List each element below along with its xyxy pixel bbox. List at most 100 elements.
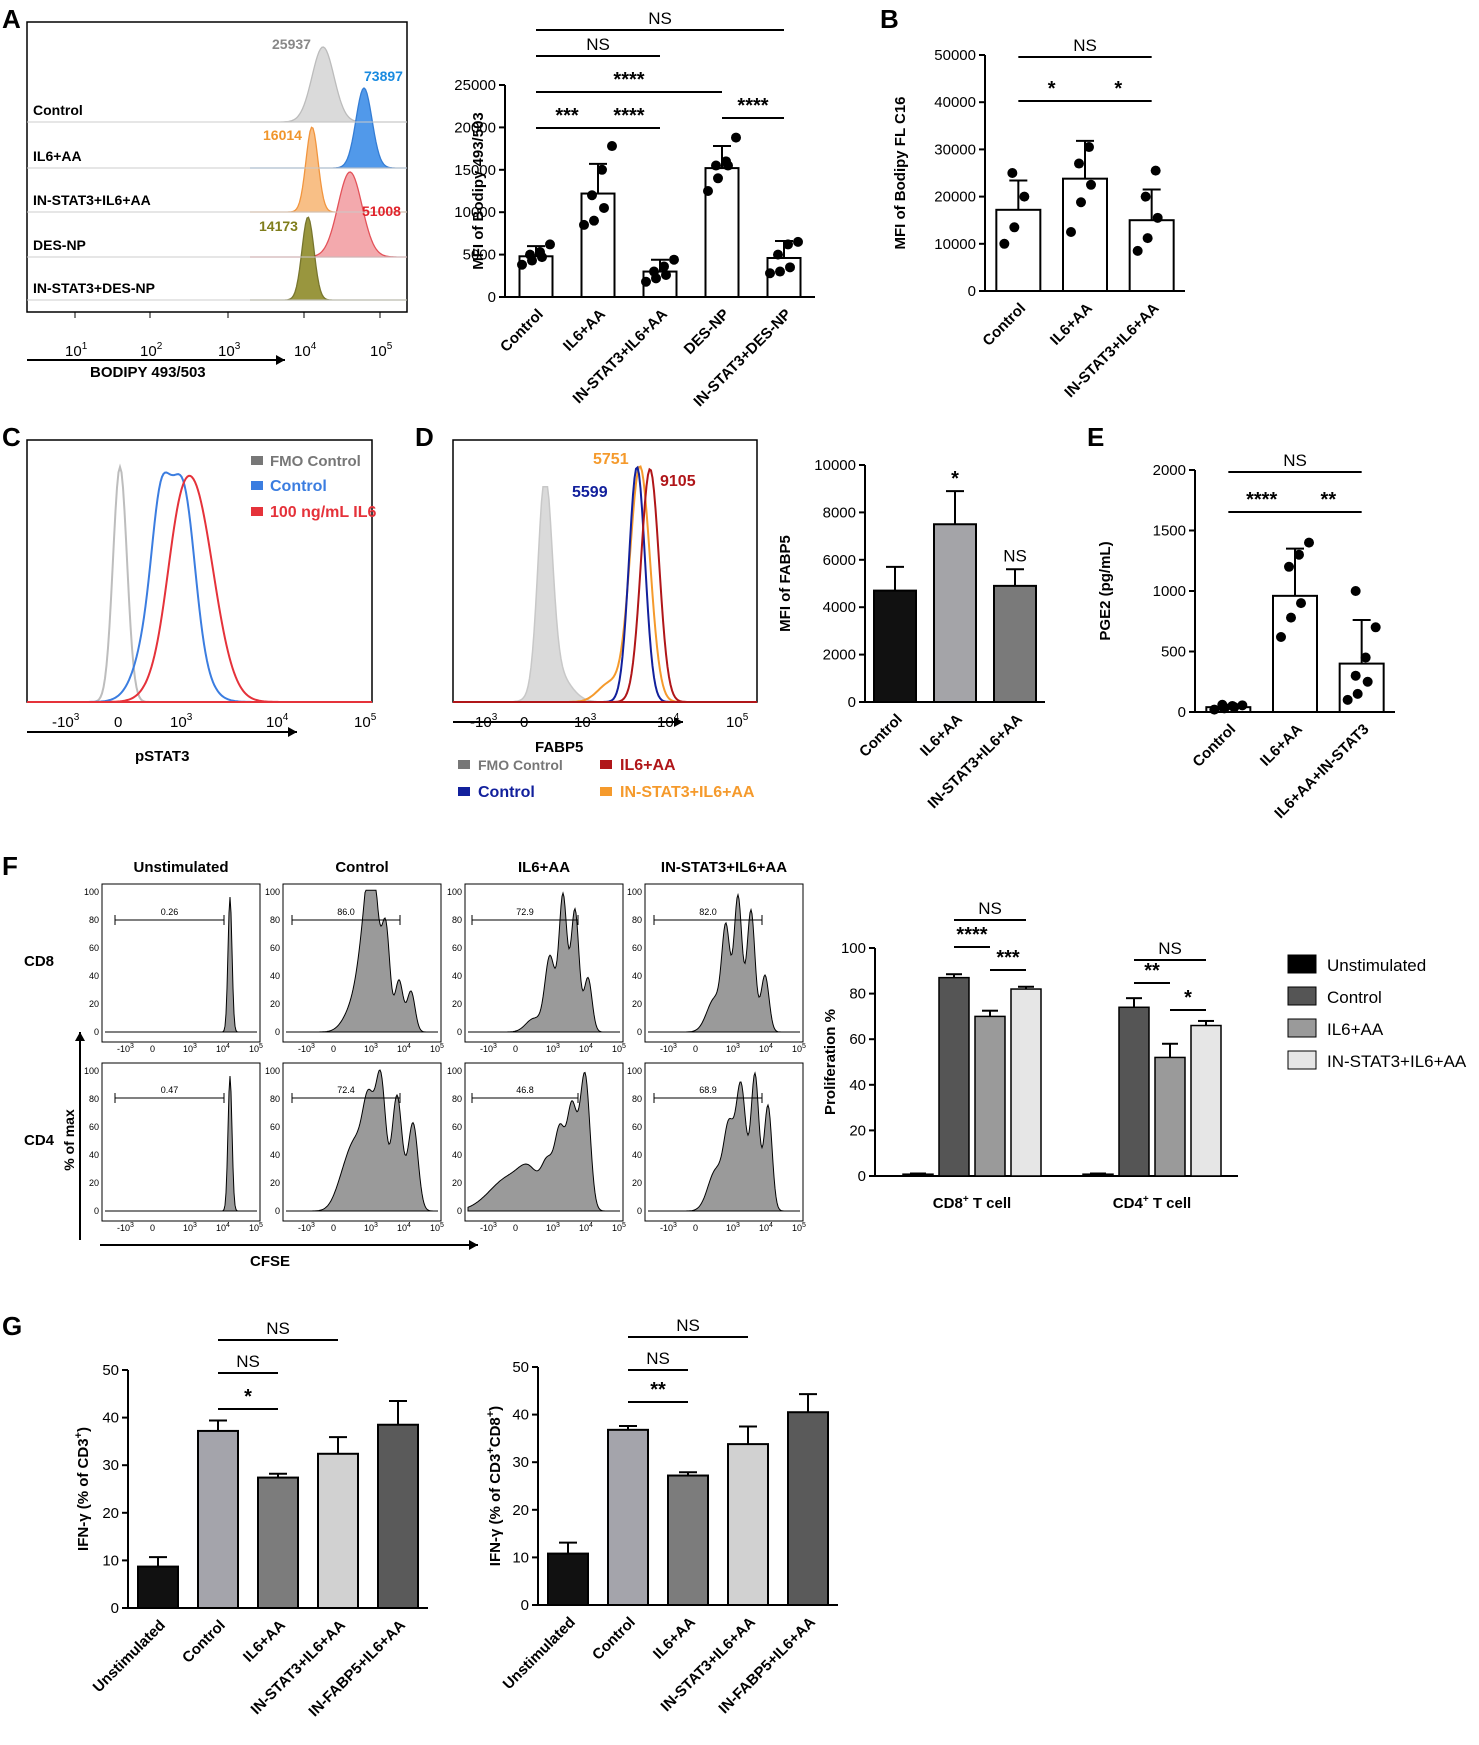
- y-tick-label: 100: [627, 887, 642, 897]
- y-tick-label: 60: [89, 1122, 99, 1132]
- x-tick-label: 103: [183, 1043, 197, 1054]
- bar: [727, 1443, 769, 1607]
- legend-swatch: [600, 760, 612, 769]
- histogram-curve-il6: [27, 474, 372, 703]
- x-tick-label: 104: [397, 1043, 411, 1054]
- x-tick-label: Control: [497, 306, 547, 356]
- flow-plot-frame: [101, 883, 261, 1043]
- flow-plot-frame: [644, 883, 804, 1043]
- tick-base: 10: [364, 1223, 374, 1233]
- data-point: [535, 247, 545, 258]
- tick-base: 0: [150, 1223, 155, 1233]
- legend-label: 100 ng/mL IL6: [270, 504, 377, 521]
- sig-line-label: ****: [1246, 489, 1277, 511]
- data-point: [1142, 233, 1153, 244]
- flow-plot-frame: [464, 883, 624, 1043]
- data-point: [785, 262, 795, 273]
- histogram-curve-il6: [453, 467, 757, 703]
- peak-label: 5751: [593, 451, 629, 468]
- x-tick-label: CD8+ T cell: [933, 1194, 1011, 1212]
- tick-base: 10: [370, 343, 387, 360]
- y-axis-label: IFN-γ (% of CD3+CD8+): [485, 1406, 504, 1566]
- y-tick-label: 60: [89, 943, 99, 953]
- y-tick-label: 40: [270, 971, 280, 981]
- tick-exponent: 5: [802, 1222, 806, 1229]
- y-tick-label: 0: [457, 1206, 462, 1216]
- tick-exponent: 4: [226, 1043, 230, 1050]
- tick-label: 103: [170, 712, 193, 731]
- tick-base: 10: [726, 1044, 736, 1054]
- sig-line-label: *: [244, 1386, 252, 1408]
- tick-base: 10: [397, 1223, 407, 1233]
- y-axis-label: MFI of Bodipy 493/503: [470, 112, 487, 270]
- y-tick-label: 100: [627, 1066, 642, 1076]
- tick-exponent: 2: [157, 341, 163, 352]
- tick-exponent: 3: [736, 1043, 740, 1050]
- legend-label: IN-STAT3+IL6+AA: [1327, 1052, 1467, 1071]
- y-tick-label: 10000: [814, 457, 856, 474]
- tick-exponent: 4: [283, 712, 289, 723]
- tick-exponent: 5: [371, 712, 377, 723]
- y-tick-label: 0: [94, 1206, 99, 1216]
- histogram-frame: [26, 21, 408, 313]
- y-tick-label: 0: [968, 283, 976, 300]
- bar: [1154, 1056, 1186, 1177]
- x-tick-label: 103: [546, 1043, 560, 1054]
- y-tick-label: 80: [632, 915, 642, 925]
- y-tick-label: 0: [488, 289, 496, 306]
- label-sup: +: [1143, 1194, 1149, 1205]
- flow-histogram: [105, 1075, 257, 1212]
- flow-plot-frame: [282, 883, 442, 1043]
- panel-letter-b: B: [880, 4, 899, 34]
- y-tick-label: 6000: [823, 552, 856, 569]
- bar: [580, 192, 616, 299]
- tick-base: 0: [114, 714, 122, 731]
- gate-value: 0.47: [161, 1085, 179, 1095]
- tick-base: 10: [183, 1223, 193, 1233]
- gate-value: 72.9: [516, 907, 534, 917]
- y-tick-label: 50: [102, 1362, 119, 1379]
- y-tick-label: 80: [632, 1094, 642, 1104]
- tick-base: 0: [513, 1223, 518, 1233]
- data-point: [1140, 191, 1151, 202]
- y-tick-label: 1000: [1153, 583, 1186, 600]
- sig-ns-label: NS: [646, 1349, 670, 1368]
- tick-exponent: 4: [769, 1043, 773, 1050]
- data-point: [579, 219, 589, 230]
- tick-base: 10: [430, 1044, 440, 1054]
- y-tick-label: 20: [512, 1502, 529, 1519]
- tick-label: 101: [65, 341, 88, 360]
- y-tick-label: 20: [89, 999, 99, 1009]
- y-tick-label: 2000: [1153, 462, 1186, 479]
- arrow-head: [276, 355, 285, 365]
- data-point: [1209, 704, 1220, 715]
- flow-histogram: [286, 1069, 438, 1212]
- x-tick-label: 105: [612, 1043, 626, 1054]
- tick-exponent: 3: [374, 1043, 378, 1050]
- y-tick-label: 80: [452, 1094, 462, 1104]
- x-tick-label: -103: [660, 1043, 677, 1054]
- tick-exponent: 4: [226, 1222, 230, 1229]
- panel-a-histograms: [26, 21, 408, 313]
- tick-base: -10: [660, 1223, 673, 1233]
- legend-swatch: [1287, 1018, 1317, 1038]
- data-point: [999, 238, 1010, 249]
- sig-line-label: **: [1144, 960, 1160, 982]
- tick-exponent: 5: [259, 1043, 263, 1050]
- x-tick-label: IL6+AA: [560, 306, 609, 355]
- x-tick-label: 105: [792, 1043, 806, 1054]
- legend-label: IL6+AA: [620, 757, 676, 774]
- legend-swatch: [251, 481, 263, 490]
- x-tick-label: 103: [364, 1043, 378, 1054]
- tick-exponent: 5: [743, 712, 749, 723]
- legend-label: Unstimulated: [1327, 956, 1426, 975]
- peak-label: 9105: [660, 473, 696, 490]
- data-point: [661, 269, 671, 280]
- gate-value: 72.4: [337, 1085, 355, 1095]
- panel-a: A Control IL6+AA IN-STAT3+IL6+AA DES-NP IN-S…: [2, 4, 815, 410]
- tick-base: 10: [216, 1223, 226, 1233]
- y-tick-label: 0: [858, 1168, 866, 1185]
- tick-base: 10: [249, 1223, 259, 1233]
- x-tick-label: 0: [513, 1223, 518, 1233]
